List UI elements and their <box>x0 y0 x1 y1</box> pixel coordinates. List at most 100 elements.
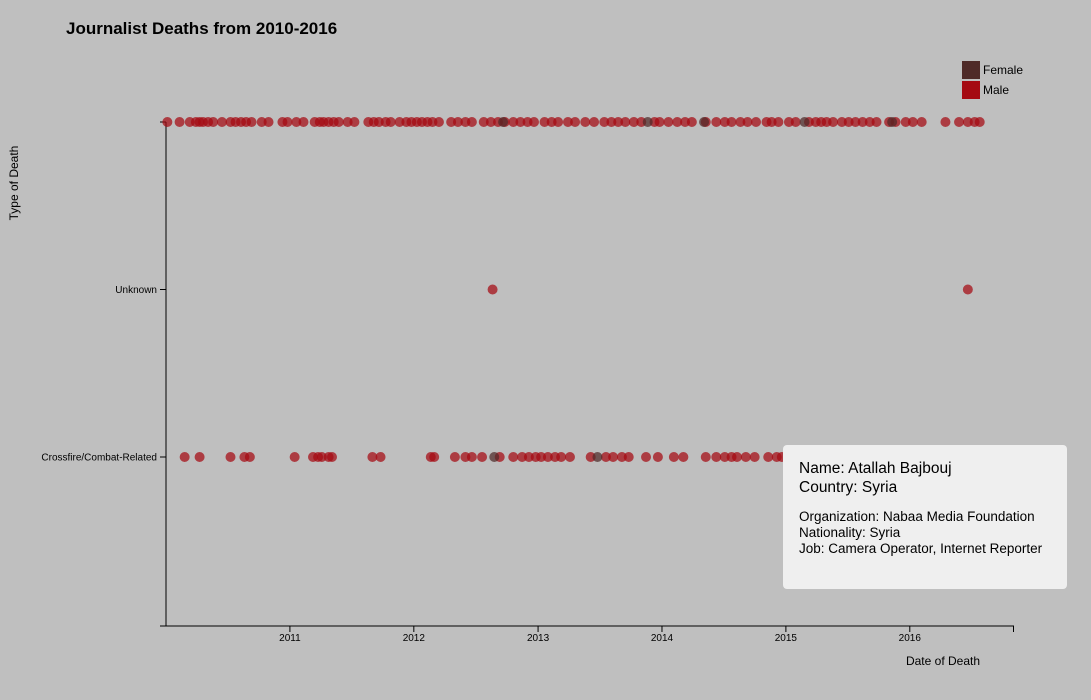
data-point-male[interactable] <box>672 117 683 127</box>
data-point-female[interactable] <box>498 117 509 127</box>
data-point-male[interactable] <box>466 452 477 462</box>
data-point-male[interactable] <box>194 452 205 462</box>
data-point-male[interactable] <box>564 452 575 462</box>
data-point-male[interactable] <box>375 452 386 462</box>
data-point-male[interactable] <box>162 117 173 127</box>
data-point-male[interactable] <box>562 117 573 127</box>
data-point-male[interactable] <box>828 117 839 127</box>
data-point-male[interactable] <box>580 117 591 127</box>
data-point-female[interactable] <box>489 452 500 462</box>
data-point-male[interactable] <box>333 117 344 127</box>
tooltip-name: Name: Atallah Bajbouj <box>799 460 952 477</box>
data-point-male[interactable] <box>485 117 496 127</box>
data-point-male[interactable] <box>962 284 973 295</box>
legend-swatch-male <box>962 81 980 99</box>
data-point-male[interactable] <box>289 452 300 462</box>
data-point-male[interactable] <box>663 117 674 127</box>
data-point-male[interactable] <box>641 452 652 462</box>
data-point-male[interactable] <box>349 117 360 127</box>
data-point-male[interactable] <box>871 117 882 127</box>
data-point-male[interactable] <box>773 117 784 127</box>
tooltip-nationality: Nationality: Syria <box>799 525 901 540</box>
data-point-male[interactable] <box>487 284 498 295</box>
chart-title: Journalist Deaths from 2010-2016 <box>66 19 338 38</box>
data-point-male[interactable] <box>620 117 631 127</box>
data-points <box>162 117 985 462</box>
data-point-male[interactable] <box>686 117 697 127</box>
data-point-male[interactable] <box>539 117 550 127</box>
data-point-male[interactable] <box>608 452 619 462</box>
data-point-male[interactable] <box>763 452 774 462</box>
data-point-male[interactable] <box>732 452 743 462</box>
tooltip-job: Job: Camera Operator, Internet Reporter <box>799 541 1043 556</box>
data-point-male[interactable] <box>711 452 722 462</box>
data-point-male[interactable] <box>668 452 679 462</box>
data-point-male[interactable] <box>735 117 746 127</box>
x-tick-label: 2011 <box>279 633 301 644</box>
data-point-male[interactable] <box>449 452 460 462</box>
data-point-male[interactable] <box>225 452 236 462</box>
data-point-male[interactable] <box>466 117 477 127</box>
data-point-male[interactable] <box>429 452 440 462</box>
legend-label-female: Female <box>983 63 1023 77</box>
data-point-male[interactable] <box>508 452 519 462</box>
data-point-male[interactable] <box>850 117 861 127</box>
data-point-male[interactable] <box>790 117 801 127</box>
data-point-male[interactable] <box>600 452 611 462</box>
data-point-male[interactable] <box>508 117 519 127</box>
data-point-male[interactable] <box>751 117 762 127</box>
data-point-male[interactable] <box>553 117 564 127</box>
data-point-male[interactable] <box>179 452 190 462</box>
data-point-male[interactable] <box>208 117 219 127</box>
data-point-male[interactable] <box>291 117 302 127</box>
data-point-male[interactable] <box>282 117 293 127</box>
data-point-male[interactable] <box>263 117 274 127</box>
data-point-male[interactable] <box>478 117 489 127</box>
data-point-male[interactable] <box>742 117 753 127</box>
data-point-male[interactable] <box>515 117 526 127</box>
data-point-male[interactable] <box>740 452 751 462</box>
data-point-male[interactable] <box>678 452 689 462</box>
data-point-male[interactable] <box>700 452 711 462</box>
data-point-male[interactable] <box>623 452 634 462</box>
data-point-male[interactable] <box>246 117 257 127</box>
data-point-male[interactable] <box>954 117 965 127</box>
data-point-male[interactable] <box>916 117 927 127</box>
data-point-male[interactable] <box>654 117 665 127</box>
data-point-male[interactable] <box>385 117 396 127</box>
data-point-male[interactable] <box>452 117 463 127</box>
data-point-male[interactable] <box>599 117 610 127</box>
data-point-male[interactable] <box>857 117 868 127</box>
y-tick-label: Unknown <box>115 285 157 296</box>
data-point-male[interactable] <box>726 117 737 127</box>
data-point-female[interactable] <box>799 117 810 127</box>
data-point-male[interactable] <box>217 117 228 127</box>
data-point-male[interactable] <box>613 117 624 127</box>
data-point-male[interactable] <box>628 117 639 127</box>
data-point-male[interactable] <box>900 117 911 127</box>
data-point-female[interactable] <box>699 117 710 127</box>
data-point-female[interactable] <box>642 117 653 127</box>
data-point-male[interactable] <box>556 452 567 462</box>
data-point-male[interactable] <box>940 117 951 127</box>
data-point-male[interactable] <box>298 117 309 127</box>
data-point-male[interactable] <box>974 117 985 127</box>
data-point-female[interactable] <box>887 117 898 127</box>
data-point-male[interactable] <box>652 452 663 462</box>
data-point-male[interactable] <box>907 117 918 127</box>
data-point-male[interactable] <box>174 117 185 127</box>
data-point-female[interactable] <box>592 452 603 462</box>
data-point-male[interactable] <box>327 452 338 462</box>
data-point-male[interactable] <box>589 117 600 127</box>
data-point-male[interactable] <box>367 452 378 462</box>
data-point-male[interactable] <box>542 452 553 462</box>
legend-label-male: Male <box>983 83 1009 97</box>
data-point-male[interactable] <box>433 117 444 127</box>
data-point-male[interactable] <box>528 117 539 127</box>
data-point-male[interactable] <box>570 117 581 127</box>
data-point-male[interactable] <box>749 452 760 462</box>
data-point-male[interactable] <box>244 452 255 462</box>
data-point-male[interactable] <box>711 117 722 127</box>
data-point-male[interactable] <box>477 452 488 462</box>
